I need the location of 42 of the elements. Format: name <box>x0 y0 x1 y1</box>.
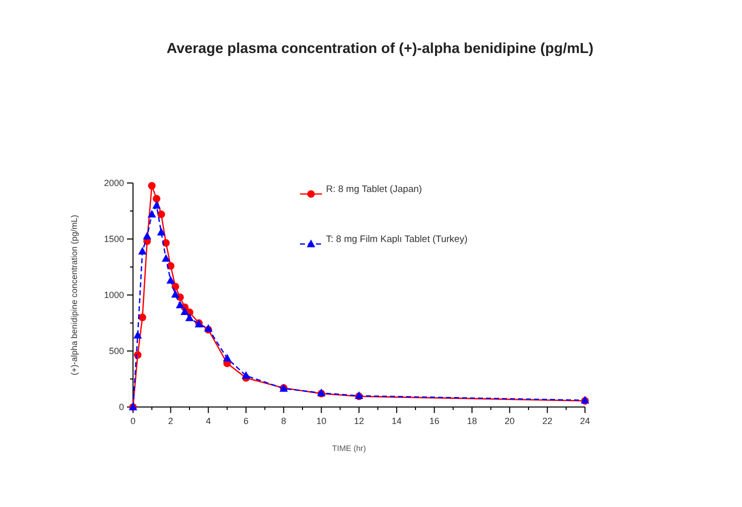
x-tick-label: 22 <box>542 416 552 426</box>
point <box>222 354 232 362</box>
point <box>166 276 175 284</box>
legend-label: R: 8 mg Tablet (Japan) <box>326 184 422 195</box>
point <box>138 246 147 255</box>
chart-title: Average plasma concentration of (+)-alpha benidipine (pg/mL) <box>166 41 594 57</box>
x-tick-label: 14 <box>392 416 402 426</box>
x-tick-label: 2 <box>168 416 174 426</box>
point <box>185 313 194 322</box>
y-axis-title: (+)-alpha benidipine concentration (pg/mL) <box>69 214 79 376</box>
point <box>242 371 250 379</box>
x-tick-label: 6 <box>243 416 249 426</box>
point <box>142 232 152 240</box>
point <box>152 200 161 209</box>
point <box>134 330 142 339</box>
y-tick-label: 1500 <box>104 234 124 244</box>
point <box>176 300 184 308</box>
y-tick-label: 1000 <box>104 290 124 300</box>
point <box>138 314 146 322</box>
y-tick-label: 2000 <box>104 178 124 188</box>
x-tick-label: 16 <box>429 416 440 426</box>
point <box>157 228 166 236</box>
point <box>148 210 156 218</box>
x-tick-label: 0 <box>130 416 136 426</box>
x-axis-title: TIME (hr) <box>332 444 366 453</box>
point <box>157 210 166 218</box>
x-tick-label: 20 <box>504 416 515 426</box>
x-tick-label: 24 <box>580 416 590 426</box>
x-tick-label: 18 <box>466 416 478 426</box>
point <box>152 194 160 202</box>
point <box>148 182 156 190</box>
point <box>171 290 180 298</box>
point <box>162 254 170 262</box>
point <box>180 307 189 315</box>
x-tick-label: 12 <box>354 416 364 426</box>
x-tick-label: 8 <box>281 416 286 426</box>
legend-label: T: 8 mg Film Kaplı Tablet (Turkey) <box>326 234 468 245</box>
y-tick-label: 500 <box>108 346 124 356</box>
x-tick-label: 4 <box>206 416 211 426</box>
x-tick-label: 10 <box>316 416 326 426</box>
y-tick-label: 0 <box>118 402 124 412</box>
point <box>172 282 180 290</box>
